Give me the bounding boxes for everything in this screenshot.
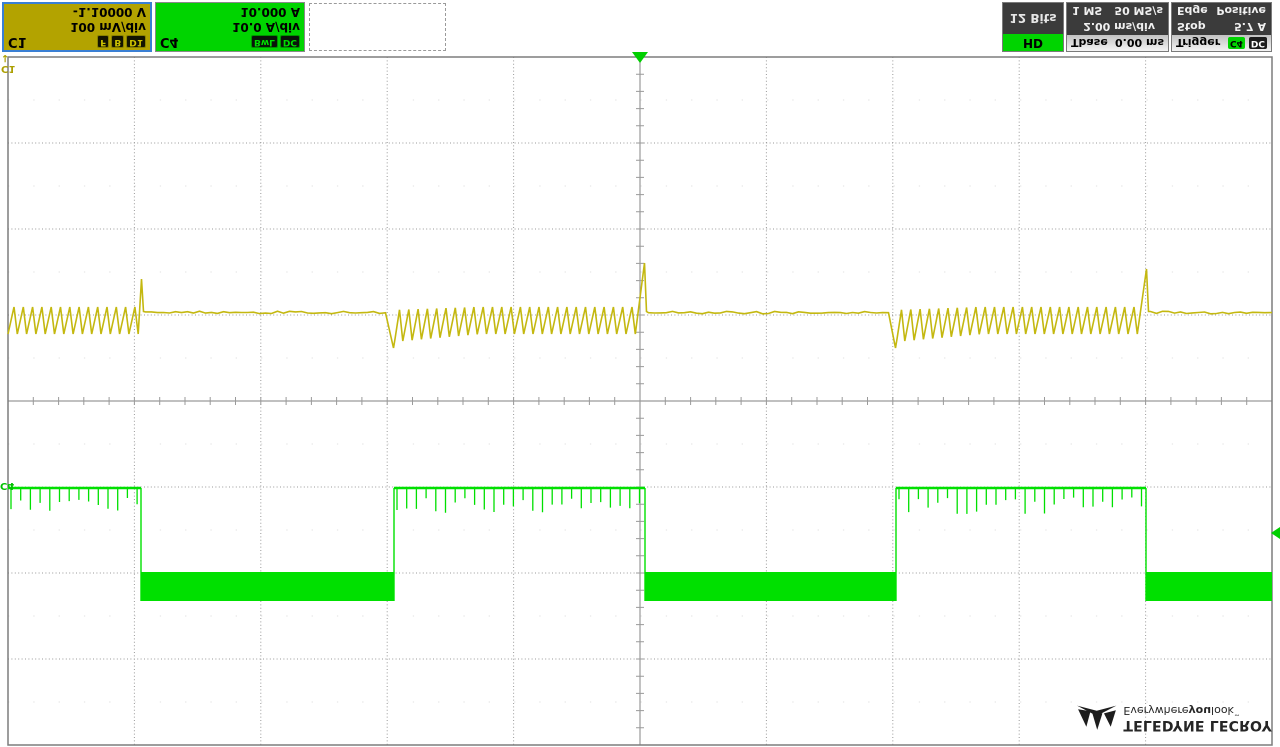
trigger-box[interactable]: Trigger C4 DC Stop 5.7 A Edge Positive xyxy=(1171,2,1272,52)
brand-company-name: TELEDYNE LECROY xyxy=(1123,716,1272,733)
timebase-sample-rate: 50 MS/s xyxy=(1114,4,1163,18)
c4-badge-bwl: BwL xyxy=(251,35,278,49)
c1-badge-b: B xyxy=(111,35,125,48)
hd-acquisition-box[interactable]: HD 12 Bits xyxy=(1002,2,1064,52)
c1-label: C1 xyxy=(8,34,27,49)
c1-offset-value: -1.10000 V xyxy=(72,5,146,19)
c4-zero-label: C4 xyxy=(0,480,15,491)
trigger-status: Stop xyxy=(1177,20,1206,34)
c4-scale-value: 10.0 A/div xyxy=(232,20,300,34)
timebase-record-length: 1 MS xyxy=(1072,4,1103,18)
trigger-source-badge: C4 xyxy=(1228,37,1245,49)
c1-offscreen-label: C1 xyxy=(1,63,16,74)
c1-scale-value: 100 mV/div xyxy=(70,20,146,34)
trigger-level-value: 5.7 A xyxy=(1234,20,1266,34)
empty-descriptor-slot[interactable] xyxy=(309,3,446,51)
trigger-kind: Edge xyxy=(1177,4,1208,18)
timebase-scale: 2.00 ms/div xyxy=(1083,20,1155,34)
brand-watermark: TELEDYNE LECROY Everywhereyoulook™ xyxy=(1076,692,1272,744)
trigger-level-marker[interactable] xyxy=(1271,527,1280,539)
teledyne-logo-icon xyxy=(1077,705,1117,730)
trigger-slope: Positive xyxy=(1216,4,1266,18)
trigger-coupling-badge: DC xyxy=(1248,37,1267,49)
c4-label: C4 xyxy=(160,34,179,50)
timebase-position: 0.00 ms xyxy=(1115,36,1164,50)
c4-badge-dc: DC xyxy=(279,35,300,49)
trigger-position-marker[interactable] xyxy=(632,52,648,63)
c1-offscreen-arrow-icon: ↓ xyxy=(1,52,10,63)
c4-descriptor-box[interactable]: C4 BwL DC 10.0 A/div 10.000 A xyxy=(155,2,305,52)
timebase-box[interactable]: Tbase 0.00 ms 2.00 ms/div 1 MS 50 MS/s xyxy=(1066,2,1169,52)
c4-offset-value: 10.000 A xyxy=(240,5,300,19)
trigger-label: Trigger xyxy=(1176,36,1221,50)
c1-badge-f: F xyxy=(97,35,110,48)
hd-mode-badge: HD xyxy=(1003,34,1063,51)
timebase-label: Tbase xyxy=(1071,36,1108,50)
c4-badges: BwL DC xyxy=(251,35,300,49)
c1-descriptor-box[interactable]: C1 F B D1 100 mV/div -1.10000 V xyxy=(2,2,152,52)
c1-badges: F B D1 xyxy=(97,35,146,48)
c1-badge-d1: D1 xyxy=(126,35,146,48)
c4-zero-level-marker[interactable]: C4 xyxy=(0,480,14,491)
c1-offscreen-indicator[interactable]: C1 ↓ xyxy=(1,52,21,74)
brand-tagline: Everywhereyoulook™ xyxy=(1123,704,1240,718)
hd-bits-label: 12 Bits xyxy=(1009,11,1057,26)
